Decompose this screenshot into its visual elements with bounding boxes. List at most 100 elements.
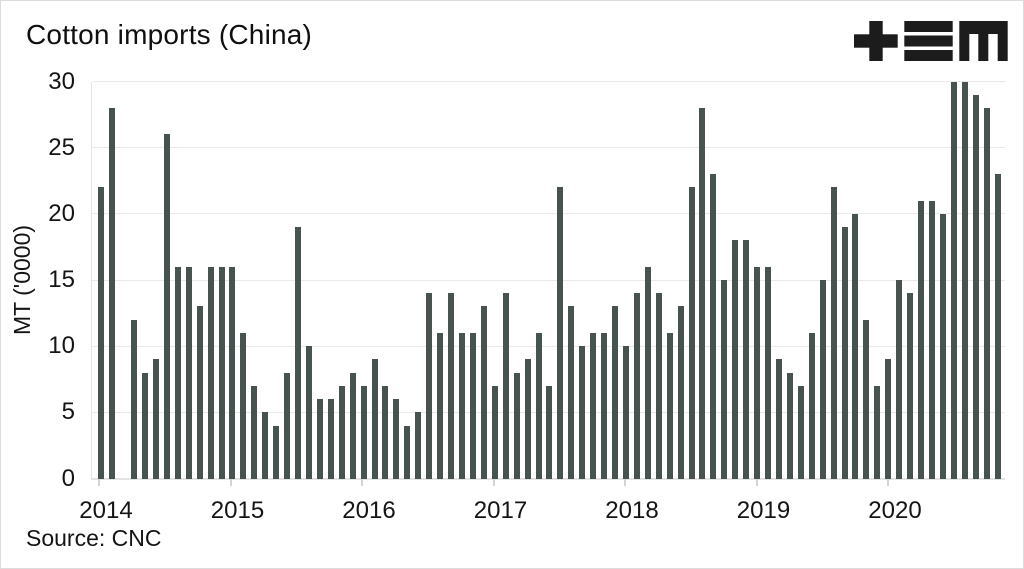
bar-2019-11: [863, 319, 870, 479]
bar-2015-2: [240, 332, 247, 479]
bar-2020-6: [939, 213, 946, 479]
bar-2017-6: [546, 385, 553, 479]
x-tick-2017: [492, 478, 495, 486]
bar-2014-11: [207, 266, 214, 479]
bar-2017-2: [502, 293, 509, 479]
bar-2014-5: [142, 372, 149, 479]
x-tick-label-2016: 2016: [342, 497, 396, 524]
logo-bar-1: [904, 21, 953, 32]
bar-2015-10: [327, 399, 334, 479]
bar-2016-1: [360, 385, 367, 479]
bar-2018-12: [743, 240, 750, 479]
x-tick-label-2020: 2020: [868, 497, 922, 524]
bar-2016-12: [480, 306, 487, 479]
bar-2015-11: [338, 385, 345, 479]
bar-2017-9: [579, 346, 586, 479]
bar-2016-8: [437, 332, 444, 479]
y-tick-label-10: 10: [48, 332, 75, 360]
bar-2019-1: [754, 266, 761, 479]
y-tick-label-20: 20: [48, 199, 75, 227]
gridline-30: [92, 81, 1005, 82]
bar-2014-12: [218, 266, 225, 479]
x-tick-2019: [755, 478, 758, 486]
bar-2020-11: [994, 174, 1001, 479]
bar-2014-7: [163, 134, 170, 479]
bar-2018-6: [677, 306, 684, 479]
logo-bar-2: [904, 35, 953, 47]
bar-2018-3: [644, 266, 651, 479]
bar-2020-7: [950, 81, 957, 479]
bar-2015-4: [262, 412, 269, 479]
chart-title: Cotton imports (China): [26, 19, 313, 50]
x-tick-2020: [887, 478, 889, 486]
bar-2015-3: [251, 385, 258, 479]
x-tick-label-2017: 2017: [473, 497, 528, 524]
bar-2017-4: [524, 359, 531, 479]
bar-2018-5: [666, 332, 673, 479]
bar-2020-10: [983, 107, 990, 479]
x-tick-label-2018: 2018: [605, 497, 659, 524]
bar-2018-4: [655, 293, 662, 479]
x-tick-2015: [229, 478, 232, 486]
bar-2019-4: [786, 372, 793, 479]
bar-2020-2: [896, 280, 903, 479]
bar-2020-3: [907, 293, 914, 479]
bar-2014-6: [152, 359, 159, 479]
bar-2014-1: [98, 187, 105, 479]
bar-2017-5: [535, 332, 542, 479]
bar-2019-5: [797, 385, 804, 479]
bar-2019-7: [819, 280, 826, 479]
bar-2016-10: [458, 332, 465, 479]
bar-2015-12: [349, 372, 356, 479]
logo-bar-3: [904, 50, 953, 61]
y-tick-label-25: 25: [48, 133, 75, 161]
bar-2016-5: [404, 425, 411, 479]
bar-2018-10: [721, 280, 728, 479]
bar-2016-6: [415, 412, 422, 479]
bar-2015-7: [295, 227, 302, 479]
bar-2014-8: [174, 266, 181, 479]
y-axis-line: [91, 81, 92, 479]
gridline-10: [92, 345, 1005, 347]
bar-2020-8: [961, 81, 968, 479]
bar-2020-4: [918, 200, 925, 479]
bar-2016-9: [448, 293, 455, 479]
tem-logo: [854, 21, 1008, 61]
bar-2020-5: [928, 200, 935, 479]
plot-area: [91, 81, 1005, 486]
bar-2016-3: [382, 385, 389, 479]
bar-2016-11: [469, 332, 476, 479]
x-tick-label-2019: 2019: [736, 497, 791, 524]
bar-2019-12: [874, 385, 881, 479]
x-tick-label-2014: 2014: [79, 497, 133, 524]
bar-2019-10: [852, 213, 859, 479]
bar-2014-2: [109, 107, 116, 479]
bar-2015-6: [284, 372, 291, 479]
bar-2018-8: [699, 107, 706, 479]
bar-2017-10: [590, 332, 597, 479]
bar-2014-10: [196, 306, 203, 479]
bar-2017-8: [568, 306, 575, 479]
bar-2019-6: [808, 332, 815, 479]
x-tick-label-2015: 2015: [210, 497, 265, 524]
bar-2014-9: [185, 266, 192, 479]
bar-2019-8: [830, 187, 837, 479]
logo-m: [959, 21, 1008, 61]
bar-2018-1: [622, 346, 629, 479]
bar-2018-7: [688, 187, 695, 479]
y-tick-label-30: 30: [48, 67, 75, 95]
bar-2015-1: [229, 266, 236, 479]
y-tick-label-15: 15: [48, 266, 75, 293]
bar-2015-9: [316, 399, 323, 479]
bar-2020-1: [885, 359, 892, 479]
logo-plus-v: [869, 21, 883, 61]
bar-2015-5: [273, 425, 280, 479]
bar-2018-2: [633, 293, 640, 479]
gridline-15: [92, 279, 1005, 281]
bar-2016-2: [371, 359, 378, 479]
bar-2018-9: [710, 174, 717, 479]
y-tick-label-5: 5: [61, 398, 75, 426]
bar-2019-2: [765, 266, 772, 479]
x-tick-2014: [98, 478, 100, 486]
